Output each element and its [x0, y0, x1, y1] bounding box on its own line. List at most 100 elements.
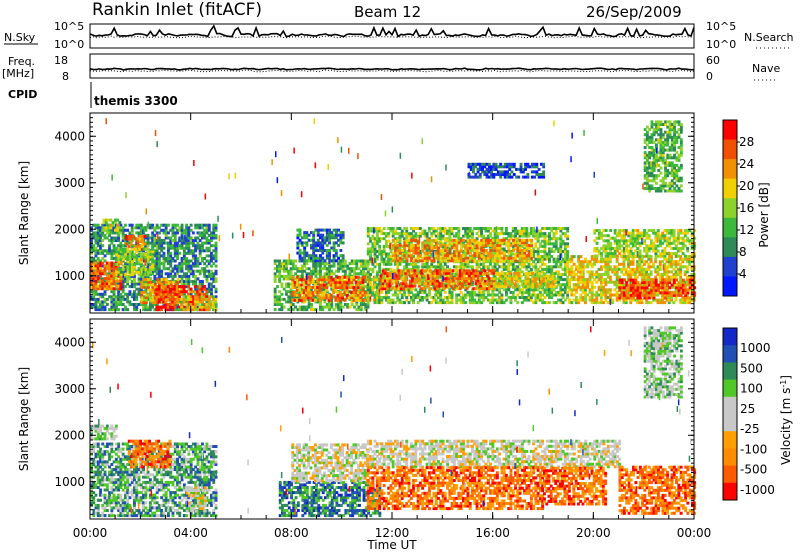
data-cell	[173, 231, 177, 235]
data-cell	[477, 293, 481, 297]
data-cell	[509, 232, 513, 236]
data-cell	[536, 239, 540, 243]
data-cell	[328, 254, 331, 258]
data-cell	[112, 274, 116, 278]
data-cell	[336, 280, 340, 284]
data-cell	[378, 239, 382, 243]
data-cell	[375, 301, 379, 305]
data-cell	[539, 270, 542, 274]
data-cell	[191, 272, 195, 276]
data-cell	[441, 298, 445, 302]
data-cell	[505, 250, 508, 253]
data-cell	[99, 264, 102, 268]
data-cell	[432, 256, 436, 260]
data-cell	[416, 254, 420, 258]
data-cell	[133, 280, 136, 283]
data-cell	[346, 305, 350, 309]
data-cell	[307, 233, 311, 237]
data-cell	[362, 269, 365, 273]
data-cell	[512, 249, 515, 252]
data-cell	[336, 283, 340, 287]
data-cell	[187, 236, 191, 240]
data-cell	[541, 234, 545, 238]
data-cell	[450, 246, 454, 250]
data-cell	[448, 232, 452, 236]
data-cell	[101, 308, 105, 312]
data-cell	[142, 283, 146, 287]
data-cell	[182, 290, 186, 294]
data-cell	[289, 300, 293, 304]
data-cell	[348, 272, 352, 276]
data-cell	[155, 231, 159, 235]
data-cell	[114, 279, 118, 283]
data-cell	[146, 297, 150, 301]
data-cell	[418, 296, 422, 299]
data-cell	[520, 283, 524, 287]
data-cell	[128, 285, 132, 289]
data-cell	[502, 262, 506, 266]
data-cell	[300, 256, 304, 260]
data-cell	[196, 292, 200, 296]
data-cell	[446, 260, 449, 264]
data-cell	[144, 252, 148, 256]
data-cell	[144, 268, 148, 272]
data-cell	[385, 296, 388, 299]
data-cell	[371, 262, 375, 266]
data-cell	[491, 265, 495, 269]
cpid-value: themis 3300	[94, 94, 178, 108]
data-cell	[166, 297, 170, 301]
data-cell	[397, 274, 401, 278]
data-cell	[126, 251, 130, 255]
data-cell	[96, 236, 100, 240]
data-cell	[426, 243, 429, 247]
data-cell	[434, 301, 438, 305]
data-cell	[130, 274, 134, 278]
data-cell	[516, 249, 520, 252]
data-cell	[110, 251, 114, 255]
data-cell	[330, 246, 334, 250]
data-cell	[214, 246, 218, 250]
data-cell	[557, 270, 560, 274]
data-cell	[175, 287, 179, 291]
data-cell	[312, 282, 316, 286]
data-cell	[518, 234, 522, 238]
data-cell	[459, 243, 463, 247]
data-cell	[99, 244, 102, 248]
data-cell	[117, 270, 121, 274]
data-cell	[167, 280, 171, 284]
data-cell	[521, 241, 524, 245]
data-cell	[164, 272, 168, 276]
data-cell	[144, 236, 148, 240]
data-cell	[121, 239, 125, 242]
data-cell	[543, 301, 547, 305]
data-cell	[135, 297, 139, 301]
data-cell	[158, 283, 162, 287]
data-cell	[162, 239, 166, 242]
data-cell	[210, 244, 213, 248]
data-cell	[124, 250, 128, 254]
data-cell	[541, 257, 545, 261]
data-cell	[559, 283, 563, 287]
data-cell	[144, 305, 148, 309]
data-cell	[205, 303, 209, 306]
data-cell	[525, 290, 529, 294]
data-cell	[130, 280, 134, 283]
data-cell	[343, 262, 347, 266]
data-cell	[536, 234, 540, 238]
data-cell	[366, 285, 370, 289]
data-cell	[459, 237, 463, 241]
data-cell	[443, 262, 447, 266]
data-cell	[323, 300, 327, 304]
data-cell	[430, 234, 434, 238]
data-cell	[509, 290, 513, 294]
data-cell	[403, 232, 406, 236]
data-cell	[354, 283, 358, 287]
data-cell	[435, 251, 438, 255]
data-cell	[189, 249, 193, 253]
data-cell	[128, 223, 132, 227]
data-cell	[210, 254, 213, 258]
data-cell	[405, 254, 409, 258]
data-cell	[561, 296, 565, 299]
data-cell	[477, 290, 481, 294]
data-cell	[148, 226, 152, 230]
